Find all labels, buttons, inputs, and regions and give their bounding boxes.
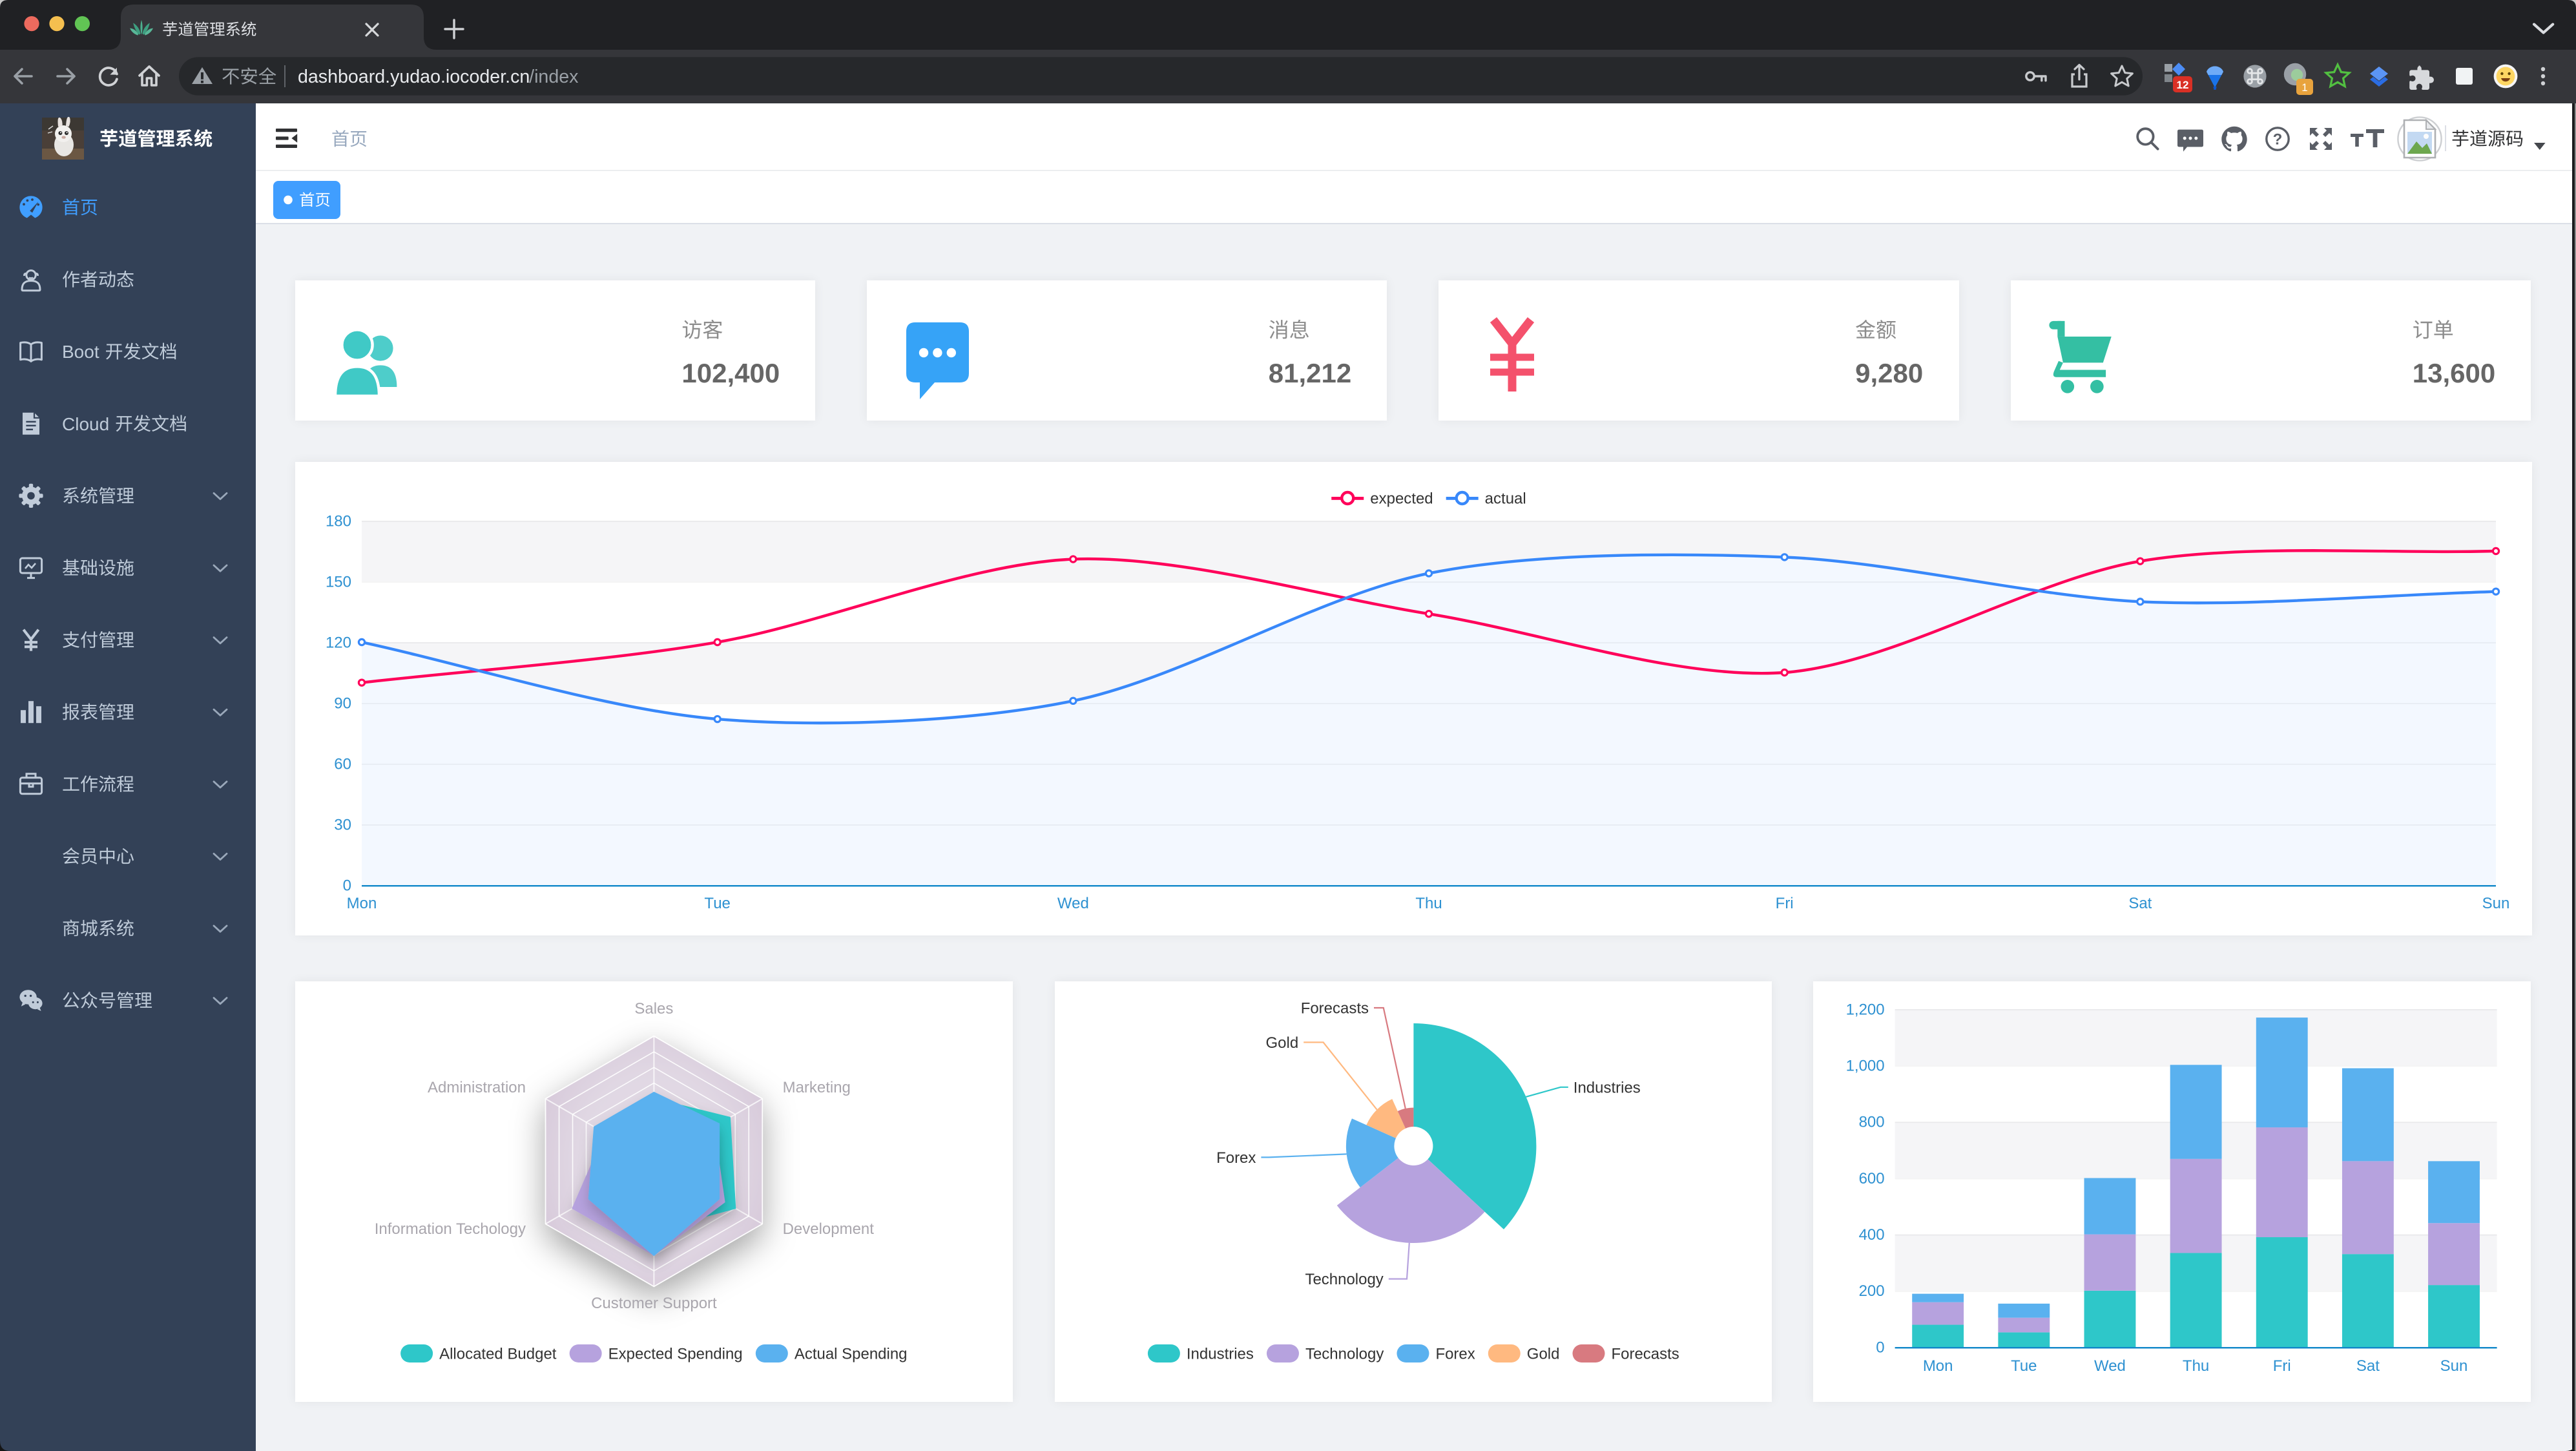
svg-text:Allocated Budget: Allocated Budget [439,1346,557,1363]
svg-text:Information Techology: Information Techology [375,1220,526,1238]
svg-text:Expected Spending: Expected Spending [608,1346,743,1363]
svg-text:30: 30 [334,816,351,833]
svg-text:12: 12 [2177,79,2189,91]
svg-text:Fri: Fri [1776,895,1794,912]
svg-text:Customer Support: Customer Support [591,1295,717,1312]
svg-text:/index: /index [529,67,578,87]
svg-text:Tue: Tue [704,895,730,912]
svg-text:0: 0 [1876,1339,1885,1356]
svg-text:Tue: Tue [2011,1357,2037,1375]
svg-text:Sun: Sun [2482,895,2510,912]
svg-text:Forecasts: Forecasts [1611,1346,1679,1363]
svg-text:Thu: Thu [1415,895,1442,912]
svg-text:120: 120 [326,634,351,651]
svg-text:13,600: 13,600 [2412,358,2495,388]
svg-text:60: 60 [334,755,351,773]
svg-text:9,280: 9,280 [1856,358,1924,388]
svg-text:Actual Spending: Actual Spending [795,1346,908,1363]
svg-text:Thu: Thu [2183,1357,2209,1375]
svg-text:dashboard.yudao.iocoder.cn: dashboard.yudao.iocoder.cn [298,67,530,87]
svg-text:400: 400 [1859,1226,1885,1244]
svg-text:Sat: Sat [2356,1357,2380,1375]
svg-text:Fri: Fri [2273,1357,2291,1375]
svg-text:Administration: Administration [428,1079,526,1096]
svg-text:102,400: 102,400 [681,358,780,388]
svg-text:Sat: Sat [2128,895,2152,912]
svg-text:1: 1 [2301,81,2307,94]
svg-text:90: 90 [334,694,351,712]
svg-text:Wed: Wed [1057,895,1089,912]
svg-text:Boot: Boot [62,342,99,362]
svg-text:Forex: Forex [1435,1346,1475,1363]
svg-text:Mon: Mon [347,895,377,912]
svg-text:Mon: Mon [1923,1357,1953,1375]
svg-text:Gold: Gold [1265,1034,1298,1052]
svg-text:?: ? [2273,131,2283,149]
svg-text:Gold: Gold [1526,1346,1559,1363]
svg-text:180: 180 [326,512,351,530]
svg-text:Forex: Forex [1216,1149,1256,1167]
svg-text:actual: actual [1485,490,1526,508]
svg-text:Technology: Technology [1305,1271,1383,1288]
svg-text:Development: Development [783,1220,875,1238]
svg-text:Wed: Wed [2094,1357,2126,1375]
svg-text:200: 200 [1859,1282,1885,1300]
svg-text:Technology: Technology [1305,1346,1384,1363]
svg-text:1,000: 1,000 [1846,1058,1885,1075]
svg-text:Sun: Sun [2440,1357,2468,1375]
svg-text:Industries: Industries [1186,1346,1253,1363]
svg-text:Marketing: Marketing [783,1079,851,1096]
svg-text:0: 0 [343,877,351,894]
svg-text:150: 150 [326,573,351,590]
svg-text:800: 800 [1859,1114,1885,1131]
svg-text:expected: expected [1370,490,1433,508]
svg-text:Forecasts: Forecasts [1300,999,1368,1017]
svg-text:Sales: Sales [634,1000,673,1018]
svg-text:1,200: 1,200 [1846,1001,1885,1018]
svg-text:81,212: 81,212 [1269,358,1351,388]
svg-text:Cloud: Cloud [62,414,109,434]
svg-text:Industries: Industries [1573,1079,1640,1096]
svg-text:600: 600 [1859,1170,1885,1187]
